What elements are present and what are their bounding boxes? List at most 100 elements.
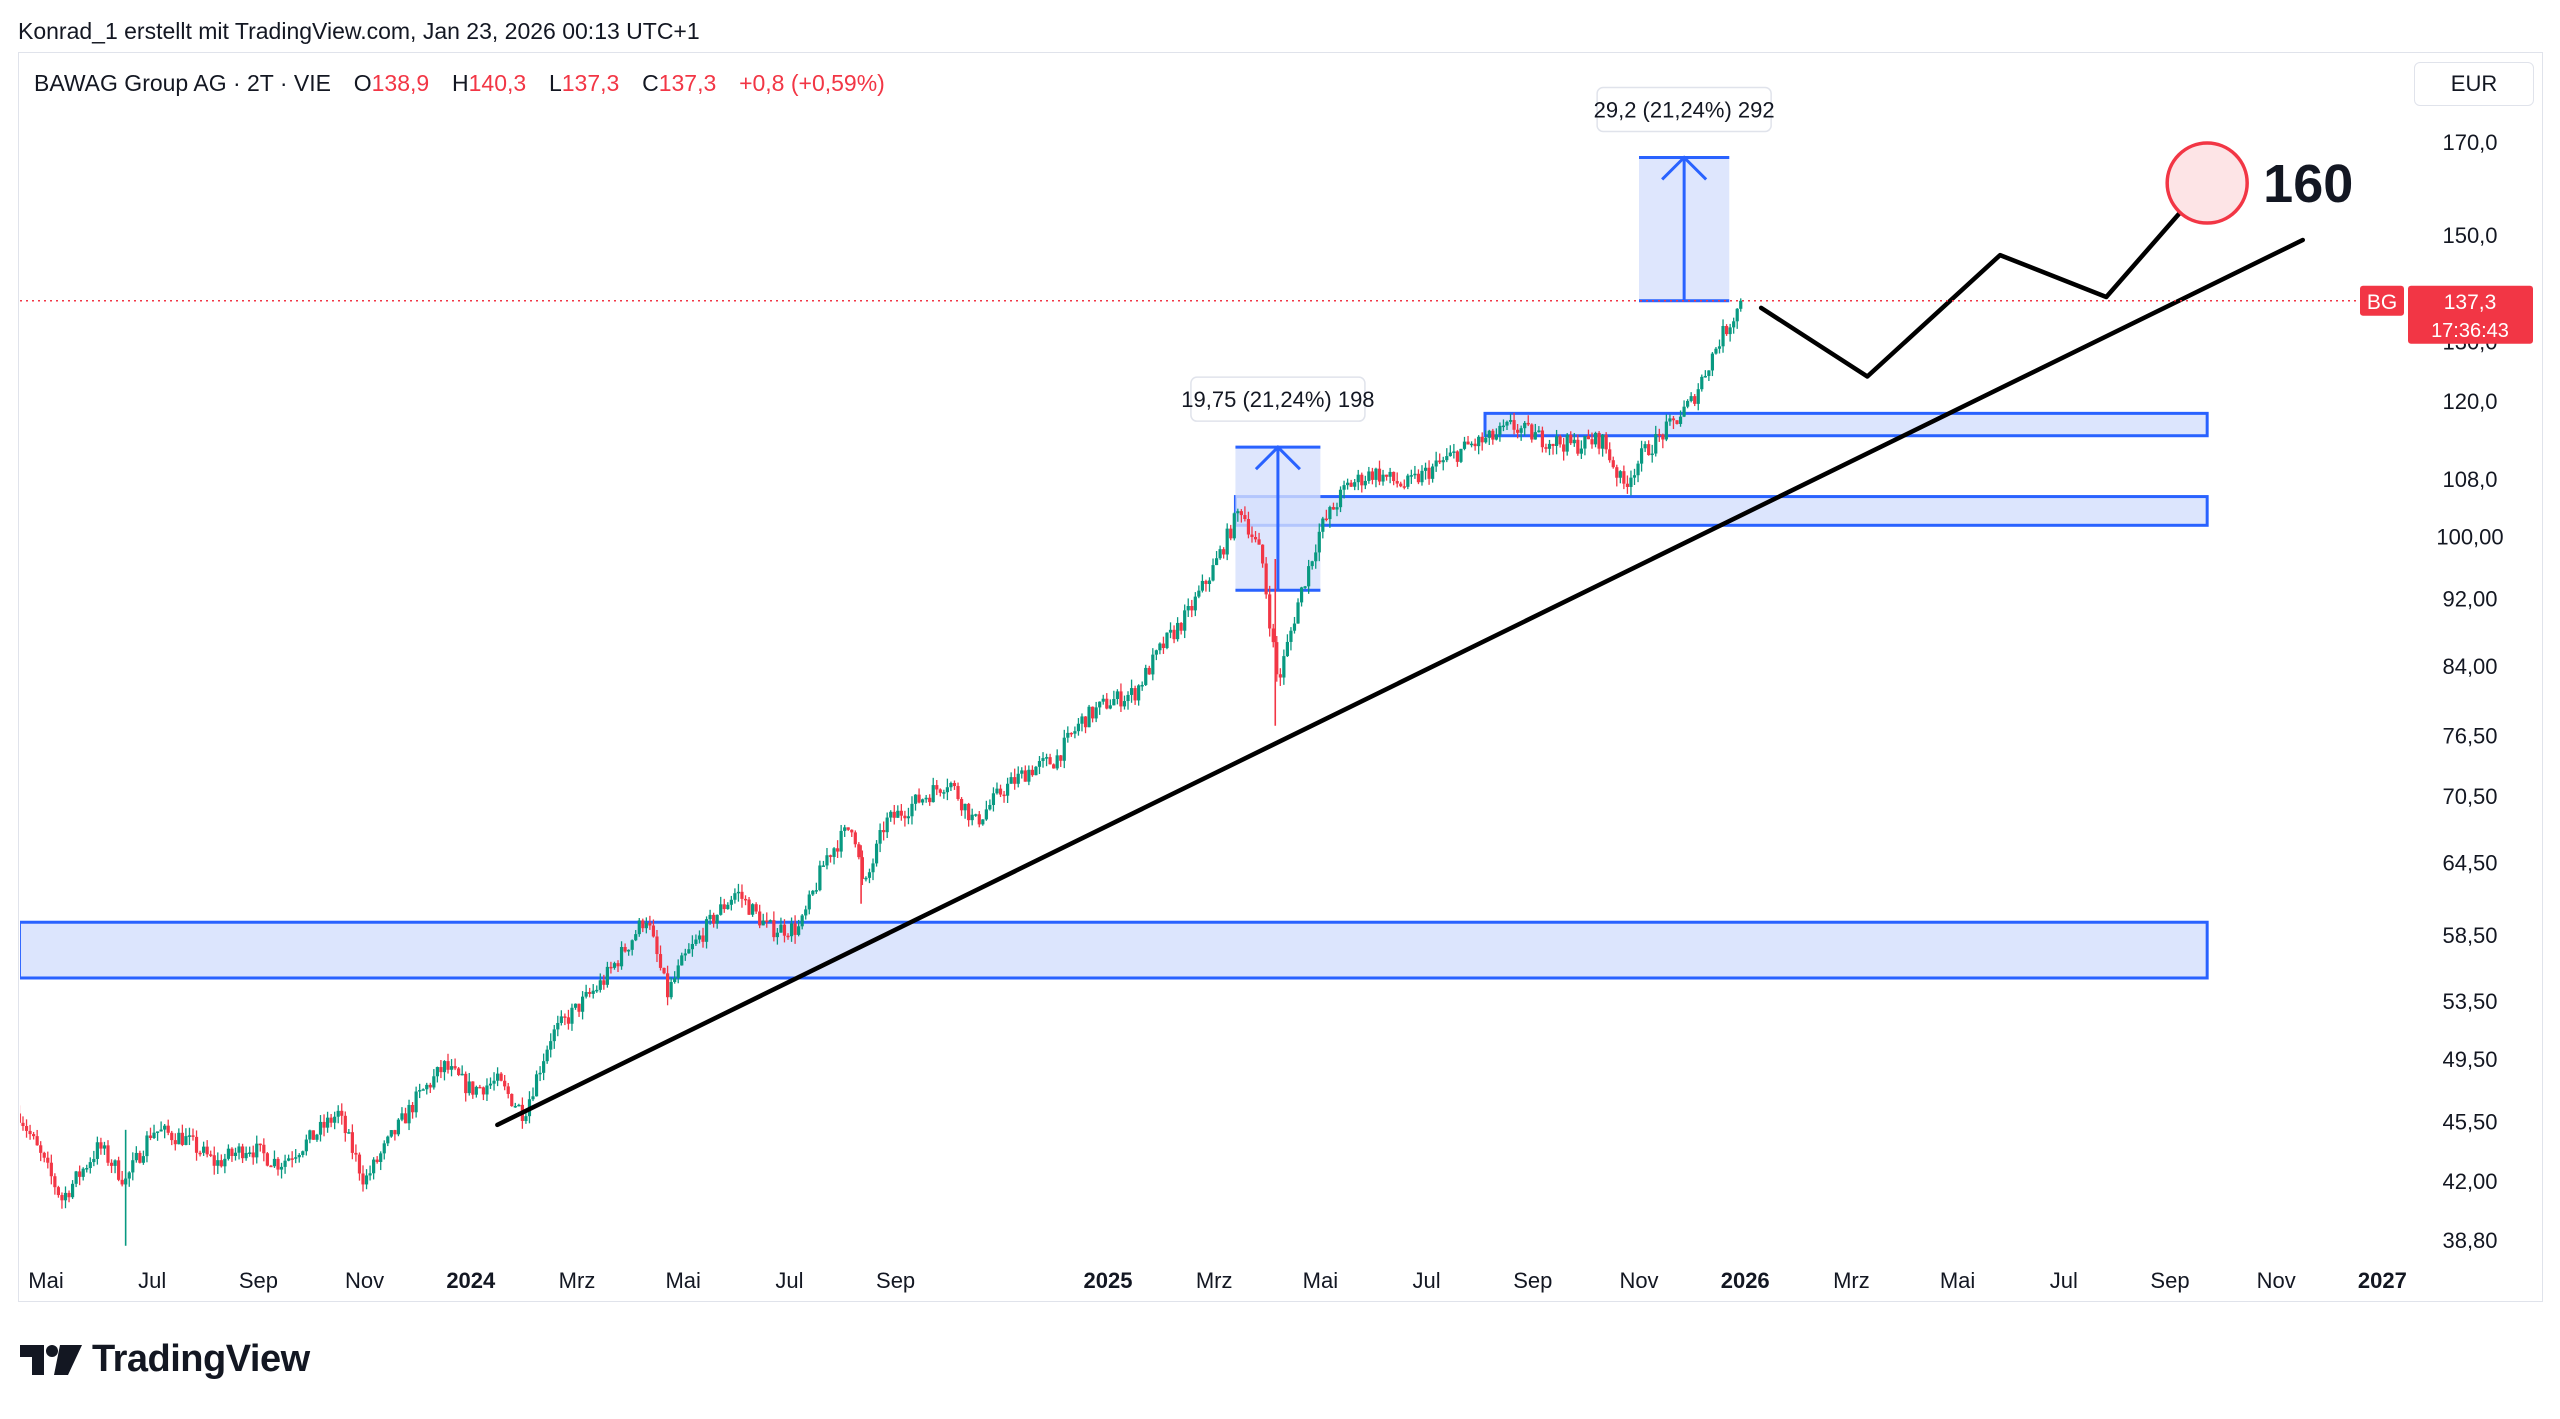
candle-body-20: [88, 1162, 92, 1169]
candle-body-485: [1735, 308, 1739, 322]
candle-body-413: [1480, 436, 1484, 443]
candle-body-98: [364, 1175, 369, 1185]
candle-body-15: [70, 1183, 75, 1198]
candle-body-135: [495, 1073, 500, 1081]
candle-body-215: [779, 924, 783, 933]
candle-body-44: [173, 1140, 177, 1145]
candle-body-462: [1654, 434, 1658, 454]
candle-body-115: [425, 1084, 429, 1090]
candle-body-75: [283, 1160, 287, 1167]
candle-body-224: [811, 890, 815, 895]
candle-body-241: [871, 863, 875, 873]
candle-body-119: [439, 1067, 443, 1073]
plot-area: [20, 155, 2305, 1246]
low-value: 137,3: [561, 70, 620, 96]
candle-body-72: [272, 1158, 277, 1167]
candle-body-277: [998, 788, 1003, 795]
candle-body-362: [1299, 587, 1304, 603]
candle-body-180: [655, 936, 659, 955]
candle-body-334: [1200, 580, 1205, 591]
candle-body-467: [1671, 418, 1676, 421]
candle-body-183: [665, 973, 670, 998]
candle-body-294: [1059, 755, 1063, 761]
candle-body-357: [1282, 656, 1286, 678]
candle-body-150: [549, 1041, 553, 1050]
candle-body-88: [329, 1117, 333, 1123]
candle-body-300: [1080, 716, 1084, 724]
candle-body-129: [474, 1086, 478, 1095]
candle-body-298: [1073, 731, 1077, 734]
candle-body-55: [212, 1155, 216, 1166]
candle-body-332: [1193, 596, 1197, 611]
candle-body-475: [1700, 376, 1704, 390]
candle-body-238: [860, 857, 864, 879]
candle-body-207: [750, 904, 755, 915]
candle-body-284: [1023, 770, 1027, 782]
x-tick-14: Nov: [1619, 1268, 1658, 1293]
candle-body-465: [1664, 421, 1668, 440]
candle-body-217: [786, 935, 790, 938]
candle-body-461: [1650, 453, 1654, 456]
candle-body-208: [754, 904, 758, 912]
candle-body-274: [988, 805, 992, 810]
x-tick-19: Sep: [2150, 1268, 2189, 1293]
candle-body-386: [1384, 474, 1389, 477]
candle-body-422: [1512, 420, 1516, 430]
price-badge: [2408, 285, 2533, 344]
candle-body-373: [1338, 489, 1343, 508]
candle-body-158: [577, 1003, 581, 1012]
candle-body-392: [1406, 475, 1410, 487]
candle-body-472: [1689, 396, 1693, 401]
candle-body-391: [1402, 486, 1406, 488]
candle-body-69: [262, 1144, 266, 1154]
candle-body-18: [81, 1168, 85, 1177]
measure-label-1: 19,75 (21,24%) 198: [1181, 387, 1374, 412]
symbol-legend[interactable]: BAWAG Group AG · 2T · VIE O138,9 H140,3 …: [34, 70, 885, 97]
candle-body-322: [1158, 643, 1162, 651]
candle-body-393: [1409, 475, 1413, 477]
candle-body-143: [524, 1116, 528, 1121]
candle-body-168: [612, 963, 617, 968]
candle-body-271: [977, 814, 981, 825]
candle-body-425: [1523, 422, 1527, 429]
candle-body-59: [226, 1148, 231, 1159]
candle-body-260: [938, 789, 942, 793]
x-tick-6: Mai: [665, 1268, 700, 1293]
x-tick-20: Nov: [2257, 1268, 2296, 1293]
candle-body-451: [1615, 467, 1619, 478]
candle-body-147: [538, 1072, 542, 1075]
candle-body-427: [1530, 424, 1534, 440]
candle-body-484: [1732, 321, 1736, 328]
candle-body-387: [1388, 471, 1392, 477]
candle-body-363: [1303, 586, 1307, 588]
candle-body-429: [1537, 430, 1541, 433]
candle-body-254: [917, 794, 921, 803]
y-tick-8: 76,50: [2442, 723, 2497, 748]
candle-body-360: [1292, 623, 1297, 631]
candle-body-123: [453, 1066, 457, 1069]
candle-body-107: [396, 1119, 401, 1135]
candle-body-97: [361, 1173, 365, 1185]
currency-selector[interactable]: EUR: [2414, 62, 2534, 106]
candle-body-84: [315, 1134, 319, 1140]
ticker-badge: [2360, 285, 2404, 316]
candle-body-384: [1377, 468, 1382, 482]
candle-body-148: [542, 1061, 546, 1073]
candle-body-228: [825, 855, 829, 866]
candle-body-316: [1137, 685, 1141, 701]
open-value: 138,9: [371, 70, 430, 96]
candle-body-34: [138, 1152, 142, 1163]
candle-body-483: [1728, 327, 1732, 335]
candle-body-412: [1477, 436, 1481, 447]
candle-body-70: [265, 1153, 269, 1166]
candle-body-233: [843, 827, 847, 831]
candle-body-450: [1611, 460, 1615, 468]
candle-body-200: [726, 904, 730, 910]
candle-body-121: [446, 1061, 450, 1070]
candle-body-289: [1041, 758, 1045, 762]
candle-body-478: [1710, 353, 1715, 371]
y-tick-10: 64,50: [2442, 850, 2497, 875]
tradingview-logo[interactable]: TradingView: [20, 1338, 310, 1381]
candle-body-122: [449, 1066, 454, 1070]
